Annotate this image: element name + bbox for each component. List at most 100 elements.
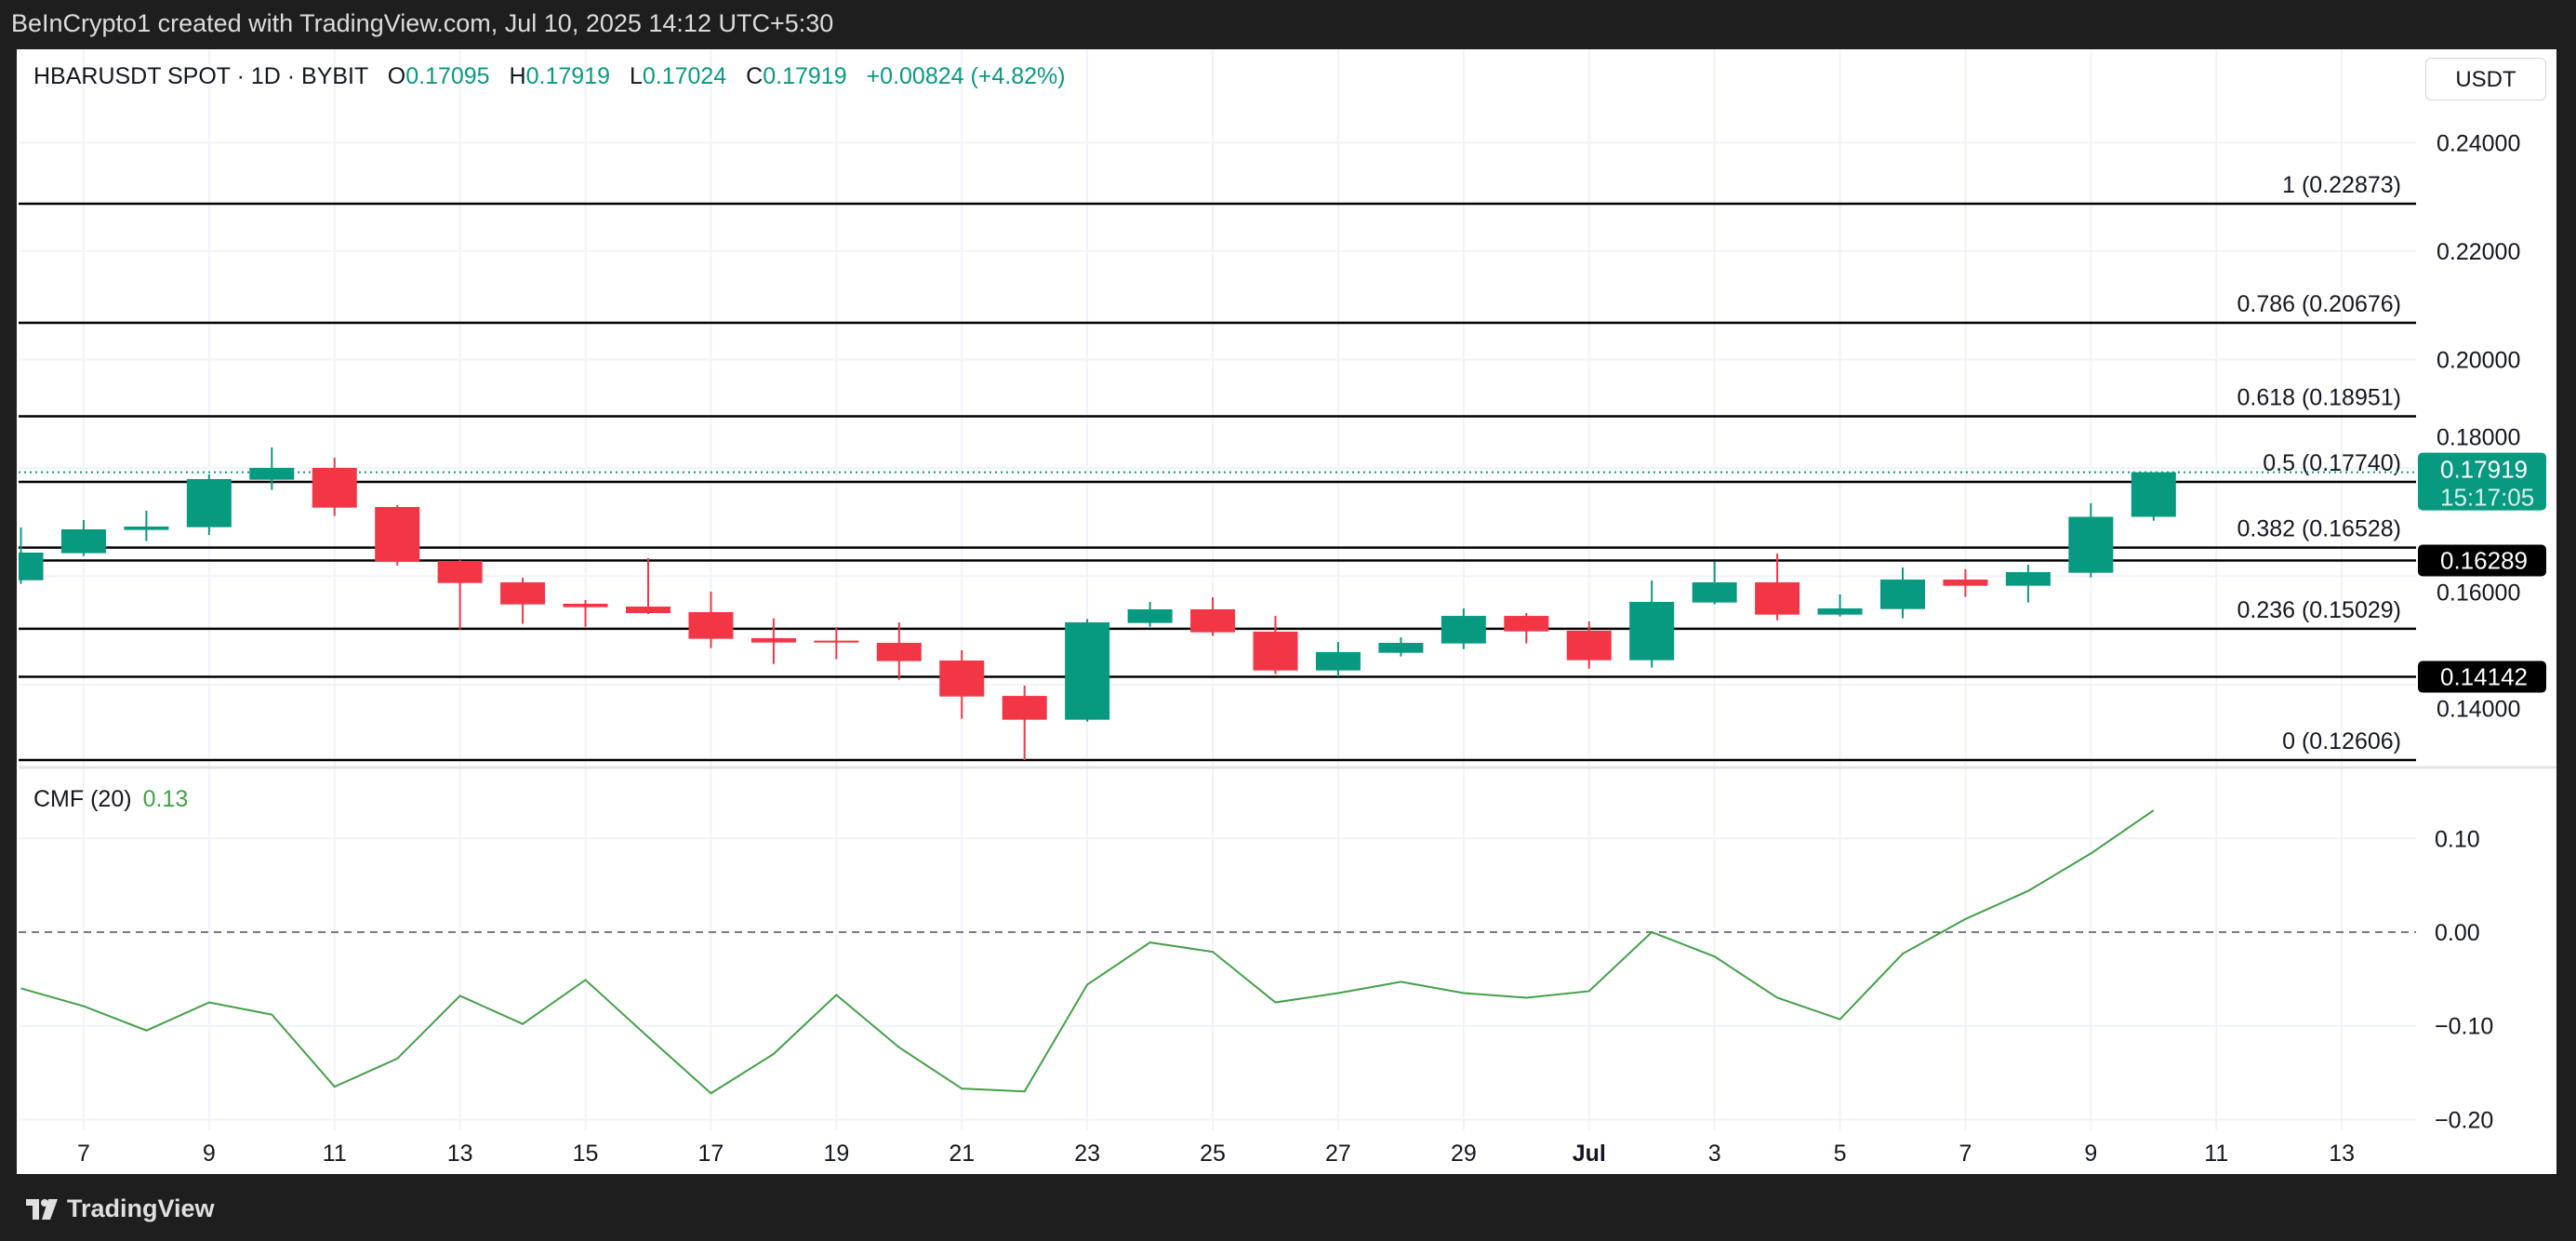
cmf-label[interactable]: CMF (20) (33, 786, 132, 812)
open-value: 0.17095 (405, 63, 490, 89)
tradingview-logo-icon (26, 1198, 58, 1220)
candle-body (1002, 696, 1047, 720)
tradingview-logo[interactable]: TradingView (26, 1194, 215, 1223)
fib-level-label: 0.5 (0.17740) (2263, 450, 2401, 476)
candle-body (2005, 572, 2051, 586)
candle-body (1127, 608, 1173, 623)
date-tick-label: 13 (2329, 1141, 2355, 1167)
date-tick-label: 9 (203, 1141, 216, 1167)
candle-body (2131, 472, 2176, 517)
cmf-line (20, 809, 2155, 1095)
fib-level-label: 0 (0.12606) (2282, 728, 2401, 754)
high-label: H (509, 63, 526, 89)
date-tick-label: Jul (1573, 1141, 1606, 1167)
date-tick-label: 23 (1074, 1141, 1100, 1167)
cmf-tick-label: 0.00 (2435, 920, 2480, 946)
fib-level-label: 0.382 (0.16528) (2237, 516, 2401, 542)
level-price-tag-text: 0.16289 (2440, 547, 2528, 575)
fib-level-label: 1 (0.22873) (2282, 172, 2401, 198)
date-tick-label: 13 (447, 1141, 473, 1167)
candle-body (186, 478, 232, 527)
fib-level-label: 0.618 (0.18951) (2237, 384, 2401, 410)
date-tick-label: 11 (2204, 1141, 2228, 1167)
candle-body (1880, 580, 1925, 609)
cmf-tick-label: 0.10 (2435, 826, 2480, 852)
date-tick-label: 5 (1834, 1141, 1847, 1167)
watermark-bar: BeInCrypto1 created with TradingView.com… (0, 0, 2576, 49)
candle-body (1378, 643, 1424, 653)
footer-bar: TradingView (0, 1174, 2576, 1241)
chart-area[interactable] (17, 49, 2556, 1174)
change-value: +0.00824 (+4.82%) (866, 63, 1066, 89)
candle-body (563, 603, 608, 607)
level-price-tag-bg (2418, 661, 2546, 693)
date-tick-label: 25 (1200, 1141, 1226, 1167)
candle-body (437, 561, 483, 583)
fib-level-label: 0.236 (0.15029) (2237, 597, 2401, 623)
date-tick-label: 9 (2084, 1141, 2097, 1167)
cmf-tick-label: −0.20 (2435, 1107, 2493, 1133)
fib-level-label: 0.786 (0.20676) (2237, 291, 2401, 317)
low-label: L (629, 63, 643, 89)
candle-body (626, 607, 671, 613)
level-price-tag-text: 0.14142 (2440, 663, 2528, 691)
candle-body (312, 467, 357, 508)
candle-body (814, 640, 859, 643)
candle-body (876, 642, 922, 661)
close-label: C (746, 63, 764, 89)
date-tick-label: 27 (1325, 1141, 1351, 1167)
candle-body (1504, 616, 1549, 632)
date-tick-label: 29 (1451, 1141, 1477, 1167)
price-tick-label: 0.18000 (2437, 425, 2520, 451)
date-tick-label: 17 (698, 1141, 724, 1167)
date-tick-label: 7 (1959, 1141, 1972, 1167)
last-price-tag-text: 0.17919 (2440, 456, 2528, 484)
candle-body (375, 507, 420, 562)
date-tick-label: 15 (573, 1141, 599, 1167)
cmf-tick-label: −0.10 (2435, 1014, 2493, 1040)
date-tick-label: 3 (1708, 1141, 1721, 1167)
candle-body (1065, 622, 1110, 720)
currency-button[interactable]: USDT (2425, 58, 2546, 100)
tradingview-brand: TradingView (67, 1194, 215, 1222)
candle-body (1817, 607, 1863, 615)
date-tick-label: 7 (77, 1141, 90, 1167)
candle-body (1190, 608, 1236, 633)
candle-body (19, 553, 44, 580)
date-tick-label: 19 (823, 1141, 849, 1167)
candle-body (1441, 616, 1486, 644)
cmf-legend: CMF (20) 0.13 (33, 786, 188, 813)
watermark-text: BeInCrypto1 created with TradingView.com… (11, 9, 834, 37)
candle-body (1629, 602, 1675, 661)
date-tick-label: 21 (949, 1141, 975, 1167)
last-price-tag-text: 15:17:05 (2440, 484, 2534, 512)
candles (19, 447, 2176, 761)
price-tick-label: 0.16000 (2437, 580, 2520, 607)
candle-body (939, 661, 985, 697)
candle-body (1943, 580, 1988, 586)
candle-body (1315, 651, 1361, 671)
price-tick-label: 0.24000 (2437, 130, 2520, 156)
high-value: 0.17919 (525, 63, 610, 89)
price-tick-label: 0.20000 (2437, 347, 2520, 373)
level-price-tag-bg (2418, 544, 2546, 577)
price-tick-label: 0.22000 (2437, 239, 2520, 265)
candle-body (60, 529, 106, 554)
candle-body (249, 467, 295, 480)
candle-body (750, 638, 796, 643)
candle-body (1692, 581, 1737, 603)
candle-body (124, 526, 169, 530)
symbol-legend: HBARUSDT SPOT · 1D · BYBIT O0.17095 H0.1… (33, 63, 1066, 90)
candle-body (1755, 581, 1800, 615)
symbol-label[interactable]: HBARUSDT SPOT · 1D · BYBIT (33, 63, 368, 89)
date-tick-label: 11 (323, 1141, 347, 1167)
candle-body (2068, 516, 2114, 573)
candle-body (1253, 631, 1298, 671)
low-value: 0.17024 (642, 63, 727, 89)
candle-body (500, 581, 546, 605)
price-tick-label: 0.14000 (2437, 697, 2520, 723)
last-price-tag-bg (2418, 452, 2546, 511)
open-label: O (387, 63, 406, 89)
candle-body (1566, 630, 1612, 661)
